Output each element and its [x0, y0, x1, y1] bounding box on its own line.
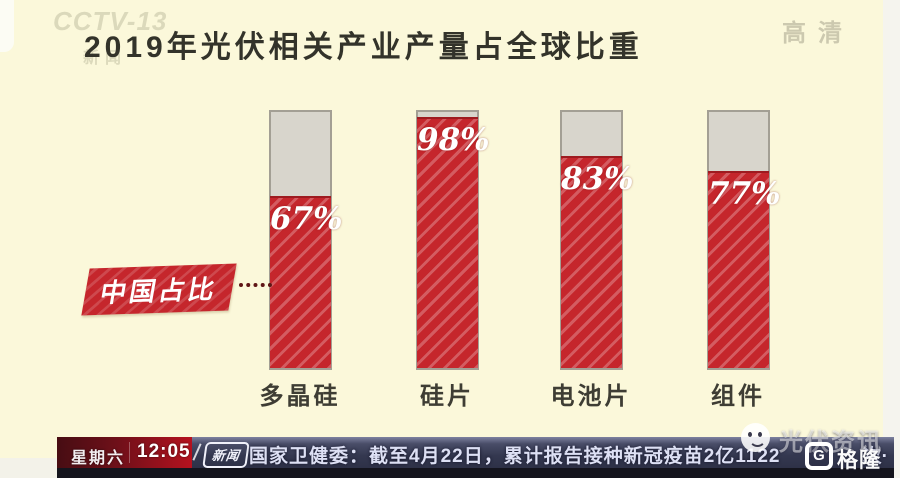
bar-value-label: 83%: [561, 160, 634, 197]
bar-fill: 83%: [561, 155, 634, 368]
bar-value-label: 77%: [708, 175, 781, 212]
bar-fill: 67%: [270, 196, 343, 368]
bar-value-label: 98%: [417, 122, 490, 159]
frame-corner-top-left: [0, 0, 14, 52]
badge-slash-icon: [192, 443, 202, 461]
ticker-divider: [129, 442, 130, 463]
bar-fill: 98%: [417, 117, 490, 368]
category-label-polysilicon: 多晶硅: [259, 383, 341, 410]
ticker-headline-tail: 次·: [862, 446, 888, 467]
bar-column-polysilicon: 67%: [269, 110, 343, 370]
ticker-weekday: 星期六: [71, 450, 126, 467]
frame-edge-right: [883, 0, 900, 478]
series-tag-china-share: 中国占比: [81, 263, 237, 316]
ticker-headline-text: 国家卫健委：截至4月22日，累计报告接种新冠疫苗2亿1122: [249, 446, 781, 467]
gelonghui-watermark: 格隆汇: [837, 449, 881, 472]
news-ticker: 星期六 12:05 新闻 国家卫健委：截至4月22日，累计报告接种新冠疫苗2亿1…: [57, 437, 894, 468]
cctv-logo-icon: CCTV-13: [53, 6, 168, 36]
bar-column-cell: 83%: [560, 110, 634, 370]
gelonghui-logo-icon: G: [805, 442, 833, 470]
ticker-clock: 12:05: [137, 441, 191, 462]
bar-fill: 77%: [708, 170, 781, 368]
wechat-smiley-icon: [741, 423, 770, 452]
bar-value-label: 67%: [270, 201, 343, 238]
chart-title: 2019年光伏相关产业产量占全球比重: [84, 31, 643, 64]
bar-column-module: 77%: [707, 110, 781, 370]
hd-watermark: 高清: [782, 20, 854, 47]
ticker-datetime-section: 星期六 12:05: [57, 437, 192, 468]
news-category-badge: 新闻: [202, 442, 250, 468]
ticker-headline-section: 新闻 国家卫健委：截至4月22日，累计报告接种新冠疫苗2亿1122 次·: [192, 437, 894, 468]
dotted-connector-line: [239, 283, 272, 287]
frame-corner-bottom-left: [0, 458, 57, 478]
cctv-logo-subtext: 新闻: [83, 50, 128, 67]
ticker-bottom-strip: [57, 468, 894, 478]
category-label-cell: 电池片: [550, 383, 632, 410]
bar-column-wafer: 98%: [416, 110, 490, 370]
cctv-channel-watermark: CCTV-13 新闻: [53, 6, 168, 67]
category-label-wafer: 硅片: [420, 383, 474, 410]
category-label-module: 组件: [711, 383, 765, 410]
